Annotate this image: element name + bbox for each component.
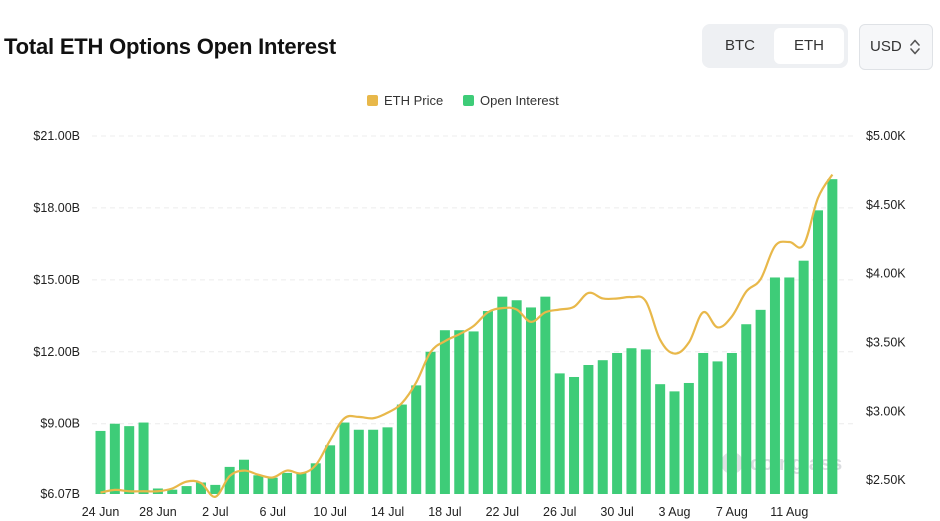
oi-bar[interactable] bbox=[282, 472, 293, 494]
oi-bar[interactable] bbox=[482, 311, 493, 494]
y-left-tick-label: $18.00B bbox=[33, 201, 80, 215]
y-axis-left: $6.07B $9.00B $12.00B $15.00B $18.00B $21.00B bbox=[33, 129, 80, 501]
btc-toggle-button[interactable]: BTC bbox=[725, 37, 755, 54]
y-right-tick-label: $4.00K bbox=[866, 267, 906, 281]
y-right-tick-label: $5.00K bbox=[866, 129, 906, 143]
x-tick-label: 2 Jul bbox=[202, 505, 228, 519]
y-right-tick-label: $3.50K bbox=[866, 336, 906, 350]
open-interest-bars bbox=[95, 179, 838, 494]
watermark: coinglass bbox=[721, 452, 842, 475]
y-left-tick-label: $9.00B bbox=[40, 417, 80, 431]
oi-bar[interactable] bbox=[741, 324, 752, 494]
legend-label-eth-price[interactable]: ETH Price bbox=[384, 93, 443, 108]
x-tick-label: 3 Aug bbox=[659, 505, 691, 519]
oi-bar[interactable] bbox=[640, 349, 651, 494]
x-tick-label: 24 Jun bbox=[82, 505, 120, 519]
x-tick-label: 11 Aug bbox=[770, 505, 808, 519]
oi-bar[interactable] bbox=[813, 210, 823, 494]
eth-toggle-button[interactable]: ETH bbox=[774, 28, 844, 64]
y-right-tick-label: $2.50K bbox=[866, 473, 906, 487]
oi-bar[interactable] bbox=[411, 385, 422, 494]
oi-bar[interactable] bbox=[239, 459, 249, 494]
x-tick-label: 28 Jun bbox=[139, 505, 177, 519]
oi-bar[interactable] bbox=[325, 445, 336, 494]
oi-bar[interactable] bbox=[554, 373, 565, 494]
updown-chevron-icon bbox=[910, 39, 920, 55]
x-tick-label: 10 Jul bbox=[313, 505, 346, 519]
oi-bar[interactable] bbox=[626, 348, 637, 494]
oi-bar[interactable] bbox=[339, 422, 350, 494]
oi-bar[interactable] bbox=[798, 260, 809, 494]
oi-bar[interactable] bbox=[195, 482, 206, 494]
eth-price-line bbox=[100, 173, 834, 498]
oi-bar[interactable] bbox=[583, 364, 594, 494]
x-tick-label: 30 Jul bbox=[600, 505, 633, 519]
oi-bar[interactable] bbox=[468, 331, 479, 494]
legend-label-open-interest[interactable]: Open Interest bbox=[480, 93, 559, 108]
y-right-tick-label: $3.00K bbox=[866, 404, 906, 418]
page-title: Total ETH Options Open Interest bbox=[4, 34, 336, 59]
oi-bar[interactable] bbox=[109, 423, 120, 494]
x-axis: 24 Jun 28 Jun 2 Jul 6 Jul 10 Jul 14 Jul 18 Jul… bbox=[82, 505, 809, 519]
oi-bar[interactable] bbox=[769, 277, 780, 494]
x-tick-label: 6 Jul bbox=[259, 505, 285, 519]
y-right-tick-label: $4.50K bbox=[866, 198, 906, 212]
legend: ETH Price Open Interest bbox=[367, 93, 559, 108]
currency-label: USD bbox=[870, 38, 902, 55]
oi-bar[interactable] bbox=[597, 360, 608, 494]
oi-bar[interactable] bbox=[439, 330, 450, 494]
oi-bar[interactable] bbox=[253, 475, 264, 494]
oi-bar[interactable] bbox=[511, 300, 522, 494]
oi-bar[interactable] bbox=[712, 361, 723, 494]
y-left-tick-label: $15.00B bbox=[33, 273, 80, 287]
oi-bar[interactable] bbox=[698, 353, 709, 494]
oi-bar[interactable] bbox=[181, 486, 192, 494]
legend-swatch-eth-price bbox=[367, 95, 378, 106]
oi-bar[interactable] bbox=[368, 429, 379, 494]
oi-bar[interactable] bbox=[755, 309, 766, 494]
oi-bar[interactable] bbox=[655, 384, 666, 494]
oi-bar[interactable] bbox=[726, 353, 737, 494]
oi-bar[interactable] bbox=[784, 277, 795, 494]
oi-bar[interactable] bbox=[95, 430, 106, 494]
x-tick-label: 14 Jul bbox=[371, 505, 404, 519]
oi-bar[interactable] bbox=[497, 296, 508, 494]
oi-bar[interactable] bbox=[210, 484, 221, 494]
eth-price-line-path[interactable] bbox=[100, 173, 834, 498]
oi-bar[interactable] bbox=[167, 489, 178, 494]
y-left-tick-label: $21.00B bbox=[33, 129, 80, 143]
x-tick-label: 7 Aug bbox=[716, 505, 748, 519]
oi-bar[interactable] bbox=[224, 466, 235, 494]
oi-bar[interactable] bbox=[683, 382, 694, 494]
oi-bar[interactable] bbox=[124, 426, 135, 494]
currency-select[interactable]: USD bbox=[859, 24, 933, 70]
oi-bar[interactable] bbox=[540, 296, 551, 494]
oi-bar[interactable] bbox=[353, 429, 364, 494]
oi-bar[interactable] bbox=[267, 477, 278, 494]
y-left-tick-label: $12.00B bbox=[33, 345, 80, 359]
oi-bar[interactable] bbox=[296, 472, 307, 494]
oi-bar[interactable] bbox=[526, 307, 536, 494]
oi-bar[interactable] bbox=[425, 351, 436, 494]
oi-bar[interactable] bbox=[396, 404, 407, 494]
legend-swatch-open-interest bbox=[463, 95, 474, 106]
x-tick-label: 22 Jul bbox=[486, 505, 519, 519]
oi-bar[interactable] bbox=[454, 330, 465, 494]
y-left-tick-label: $6.07B bbox=[40, 487, 80, 501]
oi-bar[interactable] bbox=[669, 391, 680, 494]
x-tick-label: 18 Jul bbox=[428, 505, 461, 519]
oi-bar[interactable] bbox=[827, 179, 838, 494]
oi-bar[interactable] bbox=[612, 353, 623, 494]
oi-bar[interactable] bbox=[310, 463, 321, 494]
x-tick-label: 26 Jul bbox=[543, 505, 576, 519]
asset-toggle: BTC ETH bbox=[702, 24, 848, 68]
y-axis-right: $2.50K $3.00K $3.50K $4.00K $4.50K $5.00K bbox=[866, 129, 906, 487]
oi-bar[interactable] bbox=[138, 422, 149, 494]
oi-bar[interactable] bbox=[382, 427, 393, 494]
oi-bar[interactable] bbox=[569, 376, 580, 494]
